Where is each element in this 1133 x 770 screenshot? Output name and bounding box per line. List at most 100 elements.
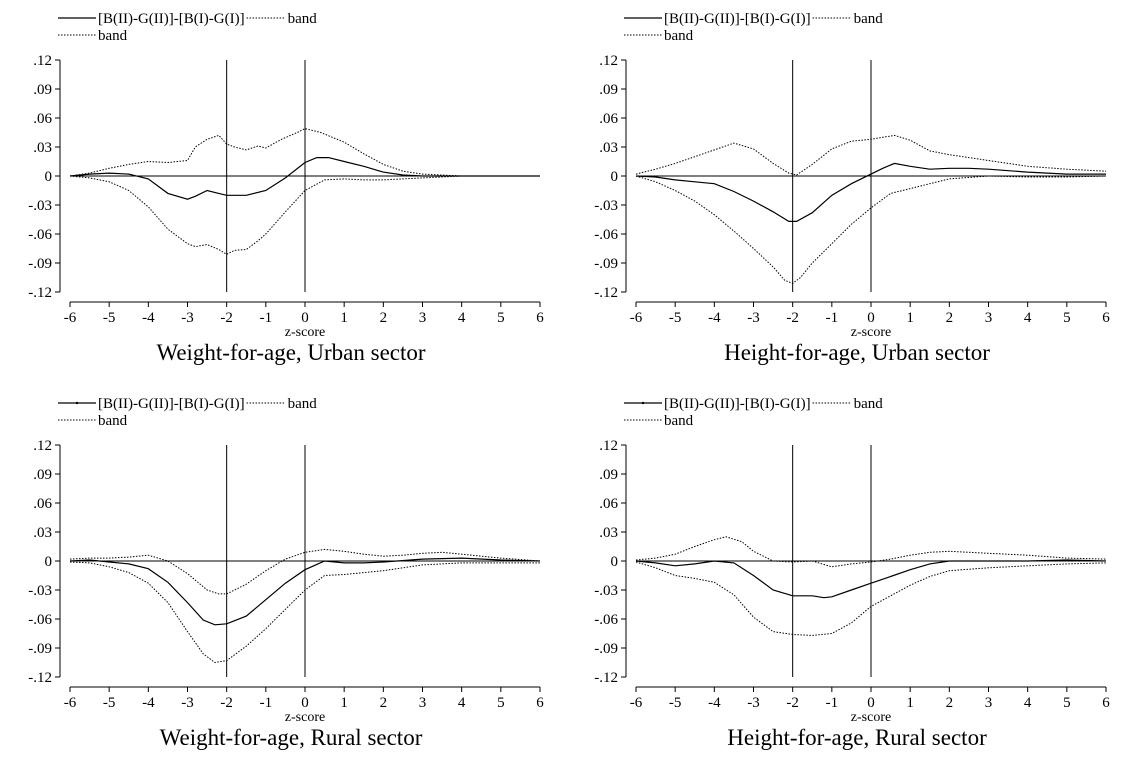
legend-label-estimate: [B(II)-G(II)]-[B(I)-G(I)] — [98, 396, 245, 412]
x-tick-label: -3 — [181, 310, 194, 326]
series-line-band — [635, 175, 1107, 284]
x-tick-label: 5 — [1063, 310, 1071, 326]
x-tick-label: 1 — [340, 310, 348, 326]
x-tick-label: 4 — [1024, 310, 1032, 326]
legend-label-band: band — [854, 396, 884, 412]
series-line-band — [635, 134, 1107, 176]
y-tick-label: .09 — [599, 82, 618, 98]
chart-svg: [B(II)-G(II)]-[B(I)-G(I)] bandband.12.09.… — [594, 396, 1110, 750]
series-line-band — [69, 128, 540, 177]
x-tick-label: 3 — [419, 310, 427, 326]
series-line-band — [635, 561, 1107, 636]
x-tick-label: -4 — [708, 310, 721, 326]
x-tick-label: -1 — [826, 310, 839, 326]
x-tick-label: 1 — [906, 695, 914, 711]
x-tick-label: -2 — [220, 310, 233, 326]
y-tick-label: -.03 — [28, 198, 52, 214]
y-tick-label: -.12 — [28, 285, 52, 301]
y-tick-label: .12 — [599, 438, 618, 454]
y-tick-label: .03 — [599, 140, 618, 156]
x-tick-label: 5 — [497, 695, 505, 711]
y-tick-label: .09 — [599, 467, 618, 483]
chart-panel-height-rural: [B(II)-G(II)]-[B(I)-G(I)] band band .12.09.… — [566, 385, 1132, 770]
y-tick-label: .03 — [33, 525, 52, 541]
x-tick-label: 1 — [340, 695, 348, 711]
y-tick-label: .03 — [33, 140, 52, 156]
x-axis-label: z-score — [285, 325, 325, 340]
series-line-estimate — [635, 559, 1107, 599]
chart-svg: [B(II)-G(II)]-[B(I)-G(I)] bandband.12.09.… — [28, 11, 544, 365]
y-tick-label: -.12 — [28, 670, 52, 686]
y-tick-label: -.03 — [28, 583, 52, 599]
legend-key-estimate-marker — [641, 401, 645, 405]
y-tick-label: .06 — [599, 496, 618, 512]
x-tick-label: 0 — [867, 310, 875, 326]
x-tick-label: 0 — [301, 695, 309, 711]
y-tick-label: -.09 — [28, 641, 52, 657]
x-tick-label: -5 — [103, 695, 116, 711]
x-tick-label: -3 — [747, 310, 760, 326]
y-tick-label: .12 — [599, 53, 618, 69]
x-tick-label: -2 — [786, 695, 799, 711]
legend-key-estimate-marker — [75, 401, 79, 405]
legend-label-band: band — [288, 396, 318, 412]
panel-title: Weight-for-age, Urban sector — [156, 340, 425, 365]
panel-title: Weight-for-age, Rural sector — [160, 725, 423, 750]
y-tick-label: 0 — [45, 169, 53, 185]
x-axis-label: z-score — [285, 710, 325, 725]
panel-title: Height-for-age, Rural sector — [727, 725, 987, 750]
x-tick-label: 0 — [867, 695, 875, 711]
series-line-estimate — [69, 157, 540, 200]
chart-panel-weight-rural: [B(II)-G(II)]-[B(I)-G(I)] band band .12.09.… — [0, 385, 566, 770]
x-tick-label: -3 — [181, 695, 194, 711]
x-tick-label: 3 — [419, 695, 427, 711]
x-axis-label: z-score — [851, 325, 891, 340]
chart-svg: [B(II)-G(II)]-[B(I)-G(I)] bandband.12.09.… — [28, 396, 544, 750]
x-tick-label: -5 — [669, 695, 682, 711]
series-line-estimate — [69, 557, 541, 626]
y-tick-label: -.06 — [594, 612, 618, 628]
legend-label-estimate: [B(II)-G(II)]-[B(I)-G(I)] — [98, 11, 245, 27]
x-tick-label: -2 — [786, 310, 799, 326]
legend-label-band: band — [98, 413, 128, 429]
x-tick-label: -5 — [103, 310, 116, 326]
y-tick-label: -.06 — [28, 227, 52, 243]
y-tick-label: -.12 — [594, 670, 618, 686]
x-tick-label: -1 — [260, 695, 273, 711]
x-tick-label: 2 — [946, 310, 954, 326]
x-tick-label: -1 — [260, 310, 273, 326]
x-tick-label: 3 — [985, 695, 993, 711]
y-tick-label: -.06 — [594, 227, 618, 243]
x-tick-label: 5 — [1063, 695, 1071, 711]
legend-label-band: band — [288, 11, 318, 27]
series-line-estimate — [635, 162, 1106, 222]
x-tick-label: 2 — [380, 695, 388, 711]
x-tick-label: 5 — [497, 310, 505, 326]
y-tick-label: .06 — [33, 111, 52, 127]
legend-label-band: band — [664, 413, 694, 429]
y-tick-label: .03 — [599, 525, 618, 541]
x-tick-label: 0 — [301, 310, 309, 326]
y-tick-label: .06 — [33, 496, 52, 512]
legend-label-band: band — [98, 28, 128, 44]
x-tick-label: -6 — [630, 310, 643, 326]
x-tick-label: 4 — [458, 695, 466, 711]
legend-label-estimate: [B(II)-G(II)]-[B(I)-G(I)] — [664, 396, 811, 412]
y-tick-label: -.03 — [594, 583, 618, 599]
y-tick-label: -.06 — [28, 612, 52, 628]
x-tick-label: -6 — [64, 695, 77, 711]
x-tick-label: -4 — [708, 695, 721, 711]
x-tick-label: 1 — [906, 310, 914, 326]
series-line-band — [635, 536, 1107, 568]
x-tick-label: 6 — [1102, 310, 1110, 326]
x-tick-label: -3 — [747, 695, 760, 711]
x-axis-label: z-score — [851, 710, 891, 725]
y-tick-label: 0 — [611, 554, 619, 570]
x-tick-label: 4 — [1024, 695, 1032, 711]
y-tick-label: .12 — [33, 53, 52, 69]
chart-panel-height-urban: [B(II)-G(II)]-[B(I)-G(I)] band band .12.09.… — [566, 0, 1132, 385]
x-tick-label: 3 — [985, 310, 993, 326]
y-tick-label: .06 — [599, 111, 618, 127]
x-tick-label: -6 — [64, 310, 77, 326]
y-tick-label: 0 — [45, 554, 53, 570]
